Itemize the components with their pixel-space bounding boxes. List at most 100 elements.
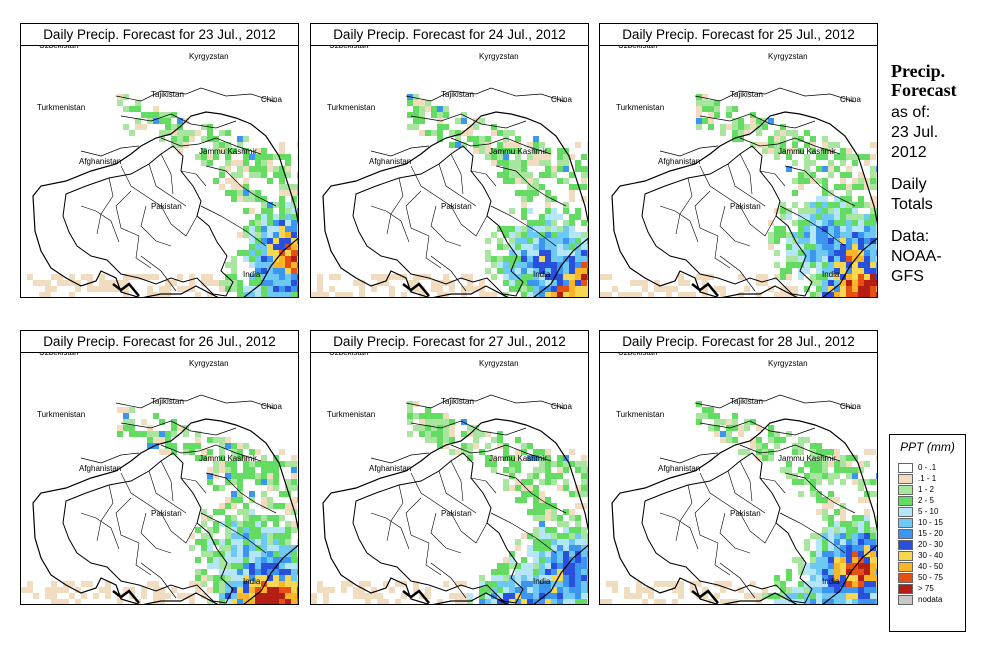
precip-cell [581, 196, 587, 202]
precip-cell [311, 593, 317, 599]
precip-cell [762, 443, 768, 449]
precip-cell [297, 250, 298, 256]
precip-cell [563, 244, 569, 250]
map-canvas: KazakhstanUzbekistanKyrgyzstanTajikistan… [600, 46, 877, 297]
precip-cell [696, 106, 702, 112]
precip-cell [714, 581, 720, 587]
precip-cell [201, 593, 207, 599]
precip-cell [279, 292, 285, 297]
precip-cell [840, 256, 846, 262]
precip-cell [291, 581, 297, 587]
precip-cell [527, 280, 533, 286]
precip-cell [545, 250, 551, 256]
border-lines [32, 394, 298, 604]
precip-cell [533, 533, 539, 539]
precip-cell [587, 280, 588, 286]
precip-cell [587, 563, 588, 569]
legend-item: 0 - .1 [898, 462, 943, 473]
precip-cell [858, 485, 864, 491]
precip-cell [575, 274, 581, 280]
precip-cell [551, 503, 557, 509]
precip-cell [57, 587, 63, 593]
precip-cell [503, 455, 509, 461]
precip-cell [557, 569, 563, 575]
precip-cell [545, 467, 551, 473]
precip-cell [279, 563, 285, 569]
precip-cell [431, 130, 437, 136]
precip-cell [207, 479, 213, 485]
precip-cell [876, 142, 877, 148]
precip-cell [581, 527, 587, 533]
precip-cell [437, 419, 443, 425]
precip-cell [255, 196, 261, 202]
precip-cell [587, 545, 588, 551]
precip-cell [828, 292, 834, 297]
precip-cell [297, 256, 298, 262]
precip-cell [840, 515, 846, 521]
precip-cell [774, 274, 780, 280]
precip-cell [810, 220, 816, 226]
precip-cell [297, 575, 298, 581]
precip-cell [279, 587, 285, 593]
precip-cell [261, 527, 267, 533]
precip-cell [267, 551, 273, 557]
precip-cell [798, 220, 804, 226]
precip-cell [846, 208, 852, 214]
precip-cell [696, 124, 702, 130]
legend-swatch [898, 473, 913, 484]
legend-label: 20 - 30 [918, 540, 943, 549]
precip-cell [828, 160, 834, 166]
province-border [727, 163, 766, 207]
precip-cell [219, 148, 225, 154]
precip-cell [231, 467, 237, 473]
precip-cell [515, 280, 521, 286]
precip-cell [569, 581, 575, 587]
precip-cell [419, 425, 425, 431]
precip-cell [207, 154, 213, 160]
label-india: India [822, 270, 840, 279]
label-jammu_kashmir: Jammu Kashmir [489, 147, 547, 156]
precip-cell [485, 581, 491, 587]
panel-title: Daily Precip. Forecast for 24 Jul., 2012 [310, 23, 589, 46]
precip-cell [237, 587, 243, 593]
precip-cell [792, 232, 798, 238]
precip-cell [816, 599, 822, 604]
precip-cell [273, 581, 279, 587]
precip-cell [279, 551, 285, 557]
precip-cell [225, 130, 231, 136]
legend-label: nodata [918, 595, 943, 604]
precip-cell [624, 593, 630, 599]
precip-cell [527, 232, 533, 238]
precip-cell [852, 268, 858, 274]
precip-cell [449, 286, 455, 292]
precip-cell [255, 226, 261, 232]
precip-cell [219, 563, 225, 569]
precip-cell [870, 262, 876, 268]
precip-cell [864, 461, 870, 467]
precip-cell [545, 545, 551, 551]
precip-cell [774, 226, 780, 232]
precip-cell [858, 527, 864, 533]
precip-cell [539, 587, 545, 593]
precip-cell [231, 575, 237, 581]
precip-cell [515, 449, 521, 455]
precip-cell [243, 533, 249, 539]
precip-cell [99, 274, 105, 280]
precip-cell [858, 479, 864, 485]
precip-cell [237, 581, 243, 587]
precip-cell [708, 599, 714, 604]
precip-cell [291, 509, 297, 515]
precip-cell [231, 563, 237, 569]
precip-cell [177, 142, 183, 148]
precip-cell [876, 238, 877, 244]
precip-cell [575, 593, 581, 599]
precip-cell [297, 190, 298, 196]
precip-cell [533, 581, 539, 587]
precip-cell [261, 202, 267, 208]
precip-cell [237, 473, 243, 479]
precip-cell [876, 256, 877, 262]
precip-cell [491, 581, 497, 587]
precip-cell [876, 545, 877, 551]
label-china: China [551, 402, 572, 411]
precip-cell [792, 557, 798, 563]
